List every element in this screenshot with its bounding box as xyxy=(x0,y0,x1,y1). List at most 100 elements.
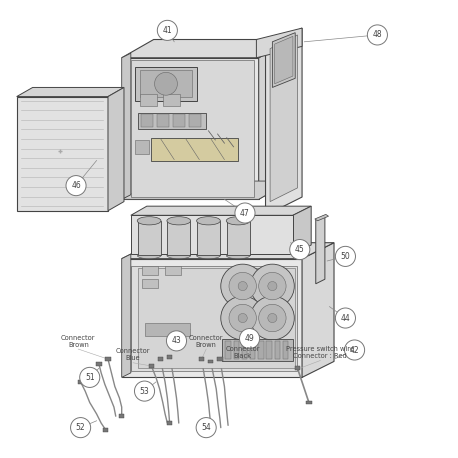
Circle shape xyxy=(80,367,100,387)
Polygon shape xyxy=(267,341,272,359)
Polygon shape xyxy=(293,206,311,254)
Bar xyxy=(103,428,109,432)
Polygon shape xyxy=(234,341,239,359)
Bar xyxy=(119,414,125,418)
Bar xyxy=(78,380,83,384)
Polygon shape xyxy=(250,341,256,359)
Text: Pressure switch wire
Connector : Red: Pressure switch wire Connector : Red xyxy=(286,346,354,359)
Text: 52: 52 xyxy=(76,423,85,432)
Polygon shape xyxy=(173,114,185,127)
Polygon shape xyxy=(256,28,302,58)
Bar xyxy=(217,357,223,361)
Polygon shape xyxy=(157,114,169,127)
Polygon shape xyxy=(131,215,293,254)
Circle shape xyxy=(238,282,247,291)
Polygon shape xyxy=(122,243,334,259)
Circle shape xyxy=(157,20,177,40)
Polygon shape xyxy=(273,33,295,87)
Circle shape xyxy=(229,273,256,300)
Circle shape xyxy=(71,418,91,438)
Ellipse shape xyxy=(137,252,161,259)
Circle shape xyxy=(135,381,154,401)
Circle shape xyxy=(259,273,286,300)
Polygon shape xyxy=(163,94,180,106)
Polygon shape xyxy=(258,341,264,359)
Ellipse shape xyxy=(196,217,220,225)
Bar xyxy=(306,401,311,404)
Text: 47: 47 xyxy=(240,208,250,218)
Bar xyxy=(105,357,111,361)
Polygon shape xyxy=(197,221,220,256)
Text: 46: 46 xyxy=(71,181,81,190)
Ellipse shape xyxy=(226,252,250,259)
Bar xyxy=(149,364,154,368)
Polygon shape xyxy=(138,221,160,256)
Polygon shape xyxy=(275,341,280,359)
Polygon shape xyxy=(131,206,311,215)
Polygon shape xyxy=(275,36,293,84)
Circle shape xyxy=(229,304,256,332)
Circle shape xyxy=(268,313,277,322)
Circle shape xyxy=(290,240,310,260)
Polygon shape xyxy=(136,140,149,154)
Text: Connector
Blue: Connector Blue xyxy=(116,349,150,361)
Circle shape xyxy=(235,203,255,223)
Bar xyxy=(167,421,172,425)
Polygon shape xyxy=(16,97,108,211)
Bar xyxy=(158,357,163,361)
Polygon shape xyxy=(165,266,181,275)
Polygon shape xyxy=(167,221,190,256)
Circle shape xyxy=(154,72,177,95)
Circle shape xyxy=(196,418,216,438)
Polygon shape xyxy=(142,114,153,127)
Text: 41: 41 xyxy=(163,26,172,35)
Text: 49: 49 xyxy=(245,334,255,343)
Circle shape xyxy=(66,175,86,196)
Ellipse shape xyxy=(226,217,250,225)
Circle shape xyxy=(221,264,265,308)
Polygon shape xyxy=(108,87,124,211)
Polygon shape xyxy=(16,87,124,97)
Circle shape xyxy=(166,331,186,351)
Polygon shape xyxy=(122,58,259,199)
Text: Connector
Brown: Connector Brown xyxy=(189,335,224,348)
Polygon shape xyxy=(142,266,158,275)
Polygon shape xyxy=(136,67,197,101)
Polygon shape xyxy=(131,266,298,371)
Polygon shape xyxy=(302,243,334,377)
Text: 43: 43 xyxy=(172,336,181,345)
Circle shape xyxy=(240,328,260,349)
Polygon shape xyxy=(266,28,302,215)
Circle shape xyxy=(367,25,387,45)
Polygon shape xyxy=(259,39,291,199)
Polygon shape xyxy=(138,113,206,129)
Polygon shape xyxy=(315,214,328,221)
Ellipse shape xyxy=(167,217,191,225)
Text: 42: 42 xyxy=(350,345,360,354)
Polygon shape xyxy=(270,35,298,202)
Text: 45: 45 xyxy=(295,245,305,254)
Circle shape xyxy=(268,282,277,291)
Polygon shape xyxy=(222,338,293,361)
Text: Connector
Brown: Connector Brown xyxy=(61,335,96,348)
Text: 53: 53 xyxy=(140,387,149,396)
Bar xyxy=(208,360,213,363)
Polygon shape xyxy=(225,341,231,359)
Text: 48: 48 xyxy=(373,30,382,39)
Circle shape xyxy=(221,296,265,340)
Text: 54: 54 xyxy=(202,423,211,432)
Circle shape xyxy=(344,340,365,360)
Polygon shape xyxy=(122,53,131,199)
Circle shape xyxy=(251,296,294,340)
Bar xyxy=(295,366,300,370)
Polygon shape xyxy=(131,60,254,197)
Polygon shape xyxy=(283,341,289,359)
Polygon shape xyxy=(189,114,201,127)
Polygon shape xyxy=(122,181,291,199)
Ellipse shape xyxy=(167,252,191,259)
Text: 50: 50 xyxy=(341,252,350,261)
Polygon shape xyxy=(140,70,192,98)
Polygon shape xyxy=(122,39,291,58)
Text: 51: 51 xyxy=(85,373,94,382)
Polygon shape xyxy=(122,259,302,377)
